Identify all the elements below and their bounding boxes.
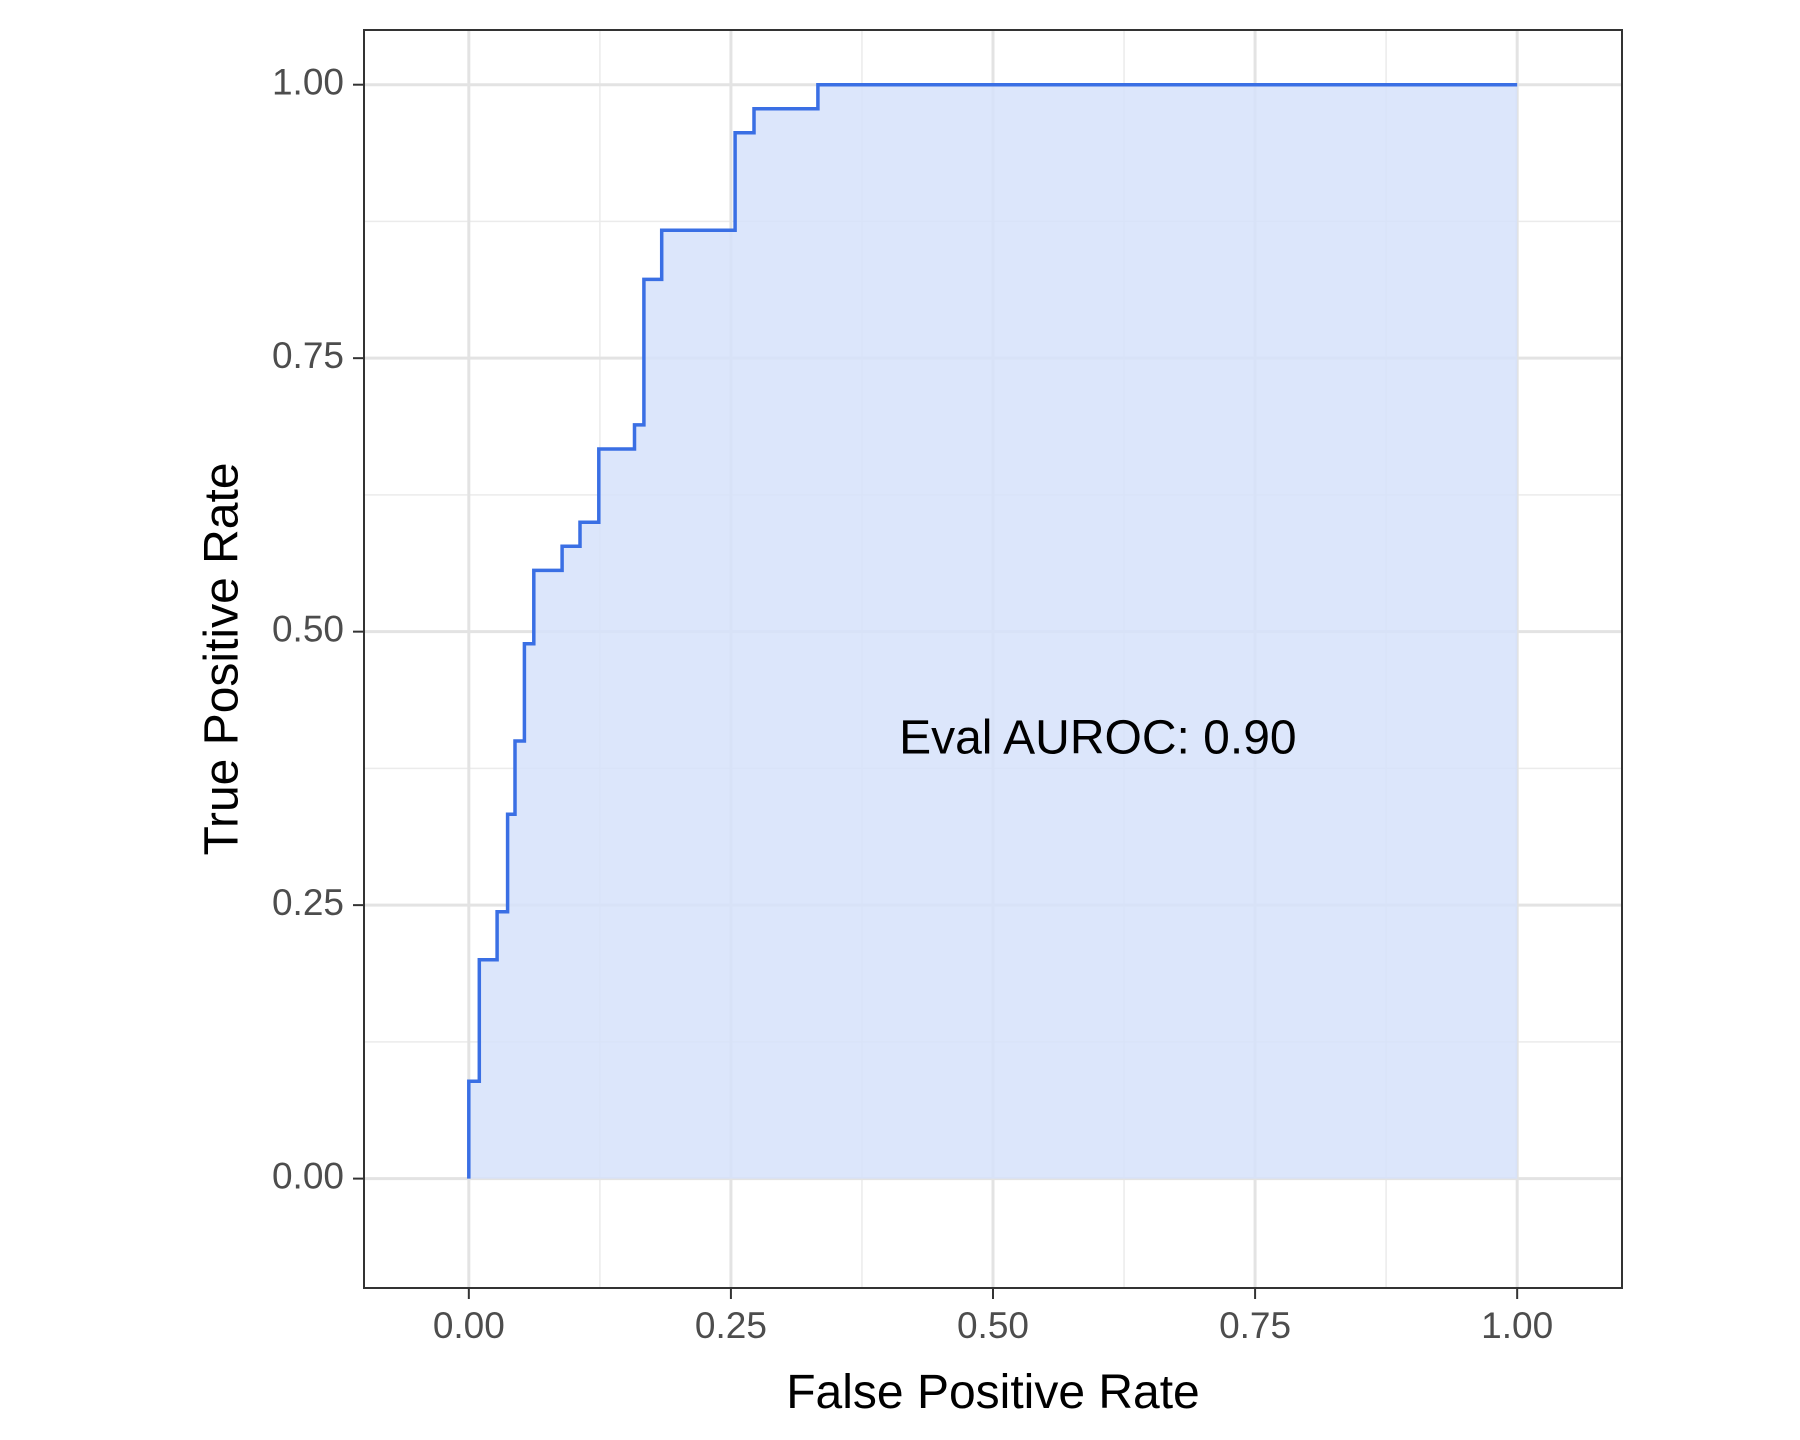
auroc-annotation: Eval AUROC: 0.90	[899, 712, 1297, 765]
x-axis: 0.00 0.25 0.50 0.75 1.00	[433, 1288, 1553, 1346]
y-axis: 0.00 0.25 0.50 0.75 1.00	[272, 61, 364, 1196]
x-tick-label: 0.25	[695, 1305, 767, 1346]
x-tick-label: 0.00	[433, 1305, 505, 1346]
x-tick-label: 0.75	[1219, 1305, 1291, 1346]
y-tick-label: 0.75	[272, 335, 344, 376]
roc-curve-line	[467, 82, 1518, 1179]
x-tick-label: 0.50	[957, 1305, 1029, 1346]
y-tick-label: 0.50	[272, 608, 344, 649]
y-tick-label: 0.00	[272, 1155, 344, 1196]
annotations: Eval AUROC: 0.90	[899, 712, 1297, 765]
y-axis-title: True Positive Rate	[196, 462, 249, 855]
x-tick-label: 1.00	[1481, 1305, 1553, 1346]
roc-area-fill	[468, 84, 1518, 1179]
x-axis-title: False Positive Rate	[786, 1366, 1200, 1419]
y-tick-label: 0.25	[272, 882, 344, 923]
y-tick-label: 1.00	[272, 61, 344, 102]
